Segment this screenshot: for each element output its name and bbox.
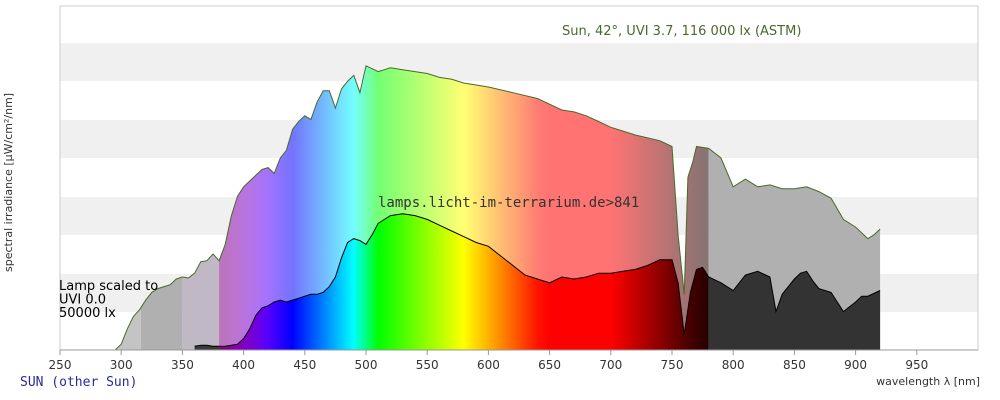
x-tick-label: 950 — [905, 358, 928, 372]
sun-series-line — [114, 65, 881, 351]
grid-band — [60, 43, 978, 81]
lamp-scale-label: 50000 lx — [59, 306, 116, 321]
x-tick-label: 550 — [416, 358, 439, 372]
x-tick-label: 450 — [293, 358, 316, 372]
watermark-text: lamps.licht-im-terrarium.de>841 — [378, 195, 639, 211]
x-tick-label: 350 — [171, 358, 194, 372]
other-sun-link[interactable]: SUN (other Sun) — [20, 375, 138, 390]
x-axis: 250 300 350 400 450 500 550 600 650 700 750 800 850 9… — [49, 349, 980, 388]
x-tick-label: 300 — [110, 358, 133, 372]
x-axis-title: wavelength λ [nm] — [876, 375, 980, 388]
x-tick-label: 900 — [844, 358, 867, 372]
x-tick-label: 250 — [49, 358, 72, 372]
lamp-scale-label: UVI 0.0 — [59, 293, 106, 308]
x-tick-label: 750 — [661, 358, 684, 372]
x-tick-label: 400 — [232, 358, 255, 372]
x-tick-label: 700 — [599, 358, 622, 372]
x-tick-label: 600 — [477, 358, 500, 372]
sun-series-label: Sun, 42°, UVI 3.7, 116 000 lx (ASTM) — [562, 24, 801, 39]
x-tick-label: 650 — [538, 358, 561, 372]
lamp-scale-label: Lamp scaled to — [59, 279, 158, 294]
x-tick-label: 500 — [355, 358, 378, 372]
label-layer: Sun, 42°, UVI 3.7, 116 000 lx (ASTM) lamp… — [2, 24, 801, 321]
y-axis-title: spectral irradiance [µW/cm²/nm] — [2, 93, 15, 272]
x-tick-label: 850 — [783, 358, 806, 372]
lamp-series-line — [194, 213, 881, 347]
x-tick-label: 800 — [722, 358, 745, 372]
